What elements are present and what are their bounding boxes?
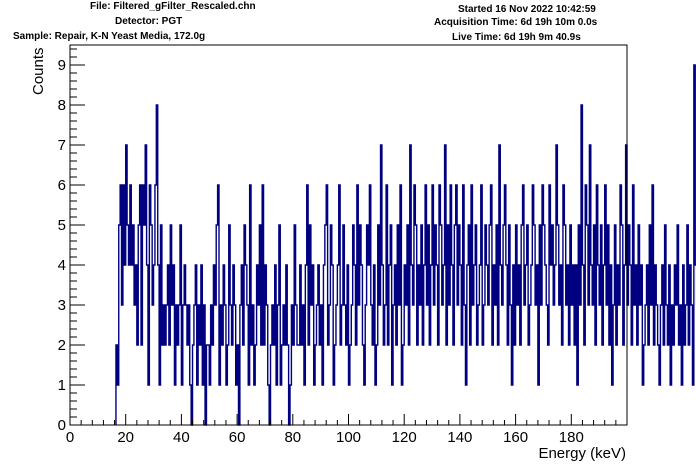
detector-label: Detector: PGT — [115, 16, 183, 27]
y-tick-label: 0 — [58, 417, 66, 434]
x-tick-label: 100 — [336, 429, 361, 446]
y-tick-label: 2 — [58, 337, 66, 354]
live-time-label: Live Time: 6d 19h 9m 40.9s — [452, 32, 581, 43]
file-label: File: Filtered_gFilter_Rescaled.chn — [90, 1, 256, 12]
acquisition-time-label: Acquisition Time: 6d 19h 10m 0.0s — [434, 17, 598, 28]
sample-label: Sample: Repair, K-N Yeast Media, 172.0g — [13, 31, 206, 42]
y-tick-label: 7 — [58, 137, 66, 154]
x-tick-label: 120 — [392, 429, 417, 446]
plot-area — [69, 44, 696, 426]
y-axis: 0 1 2 3 4 5 6 7 8 9 — [58, 48, 85, 434]
x-tick-label: 140 — [447, 429, 472, 446]
x-tick-label: 80 — [284, 429, 301, 446]
y-tick-label: 8 — [58, 97, 66, 114]
y-tick-label: 3 — [58, 297, 66, 314]
y-tick-label: 6 — [58, 177, 66, 194]
x-tick-label: 60 — [229, 429, 246, 446]
x-tick-label: 160 — [503, 429, 528, 446]
y-tick-label: 9 — [58, 57, 66, 74]
x-tick-label: 0 — [66, 429, 74, 446]
y-axis-title: Counts — [30, 47, 47, 95]
start-time-label: Started 16 Nov 2022 10:42:59 — [458, 4, 596, 15]
y-tick-label: 4 — [58, 257, 66, 274]
x-tick-label: 20 — [117, 429, 134, 446]
x-tick-label: 40 — [173, 429, 190, 446]
x-axis-title: Energy (keV) — [538, 445, 626, 462]
x-tick-label: 180 — [559, 429, 584, 446]
histogram-series — [115, 64, 696, 426]
y-tick-label: 5 — [58, 217, 66, 234]
y-tick-label: 1 — [58, 377, 66, 394]
x-axis: 0 20 40 60 80 100 120 140 160 180 — [66, 414, 617, 446]
